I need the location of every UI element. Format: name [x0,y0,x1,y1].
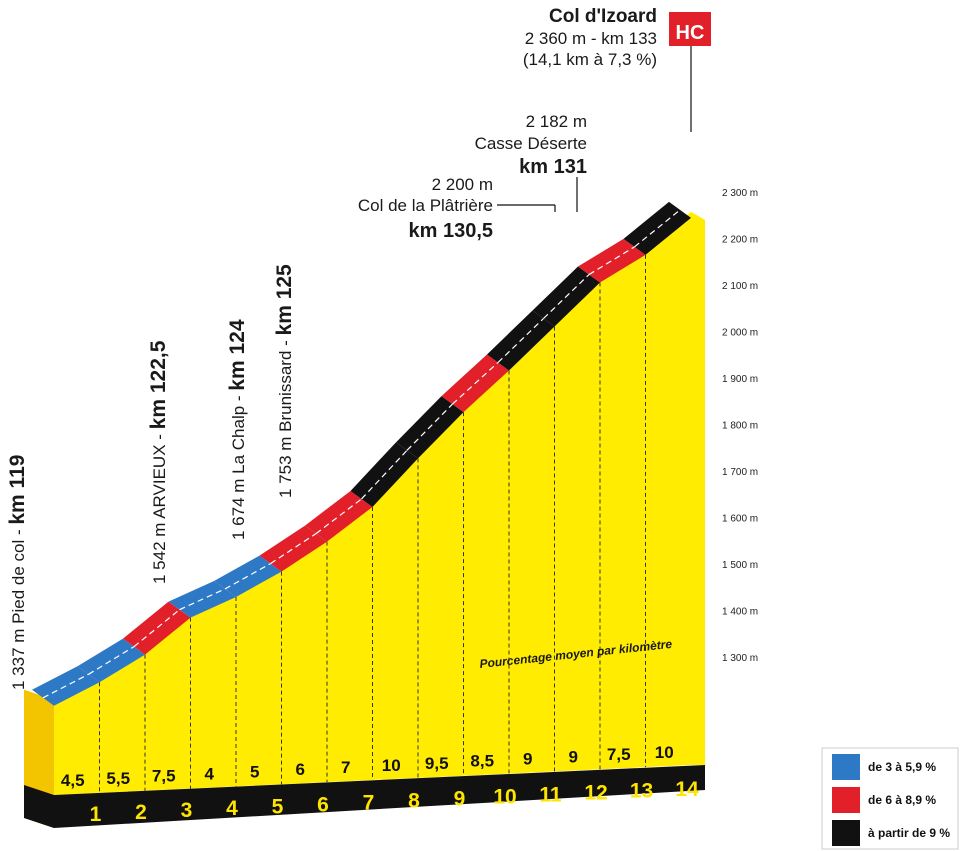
gradient-label: 7 [341,758,350,777]
y-tick-label: 1 500 m [722,560,758,571]
km-tick-label: 11 [539,784,562,807]
gradient-label: 5 [250,762,259,781]
casse-deserte-name: Casse Déserte [475,134,587,153]
km-tick-label: 5 [272,795,284,818]
gradient-segment [259,525,327,572]
gradient-label: 9,5 [425,754,449,773]
road-centerline [270,533,317,565]
gradient-segment [305,490,373,542]
casse-deserte-elevation: 2 182 m [526,112,587,131]
y-tick-label: 1 400 m [722,607,758,618]
gradient-label: 10 [655,743,674,762]
gradient-label: 10 [382,756,401,775]
legend-label-red: de 6 à 8,9 % [868,793,936,807]
y-tick-label: 1 300 m [722,653,758,664]
legend-label-blue: de 3 à 5,9 % [868,760,936,774]
legend-swatch-red [832,787,860,813]
summit-elevation: 2 360 m - km 133 [525,29,657,48]
platriere-elevation: 2 200 m [432,175,493,194]
summit-name: Col d'Izoard [549,6,657,27]
road-centerline [406,403,453,451]
km-labels: 1 2 3 4 5 6 7 8 9 10 11 12 13 14 [90,778,699,826]
road-centerline [42,673,89,699]
gradient-label: 4,5 [61,771,85,790]
gradient-segment [77,638,145,683]
gradient-label: 7,5 [152,767,176,786]
gradient-labels: 4,5 5,5 7,5 4 5 6 7 10 9,5 8,5 9 9 7,5 10 [61,743,674,790]
km-tick-label: 4 [226,797,238,820]
km-tick-label: 3 [181,799,193,822]
hc-flag [669,12,711,46]
y-tick-label: 1 700 m [722,467,758,478]
road-centerline [224,563,271,590]
km-tick-label: 1 [90,803,102,826]
gradient-label: 9 [523,750,532,769]
vlabel-arvieux: 1 542 m ARVIEUX - km 122,5 [147,340,170,584]
road-centerline [543,274,590,319]
km-tick-label: 9 [454,788,466,811]
y-tick-label: 2 300 m [722,188,758,199]
y-axis: 1 300 m 1 400 m 1 500 m 1 600 m 1 700 m 1 800… [722,188,758,664]
km-tick-label: 14 [675,778,699,801]
vlabel-la-chalp: 1 674 m La Chalp - km 124 [226,319,249,540]
km-tick-label: 8 [408,789,420,812]
km-tick-label: 13 [630,780,653,803]
km-tick-label: 7 [363,791,375,814]
gradient-label: 8,5 [470,752,494,771]
y-tick-label: 1 900 m [722,374,758,385]
gradient-label: 5,5 [106,769,130,788]
y-tick-label: 2 000 m [722,328,758,339]
gradient-label: 4 [205,765,215,784]
summit-stats: (14,1 km à 7,3 %) [523,50,657,69]
gradient-label: 6 [296,760,305,779]
road-centerline [588,246,635,276]
vlabel-brunissard: 1 753 m Brunissard - km 125 [273,264,296,498]
y-tick-label: 2 200 m [722,235,758,246]
km-tick-label: 6 [317,793,329,816]
hc-flag-label: HC [676,22,705,44]
gradient-segment [578,238,646,283]
gradient-ribbon [32,201,691,706]
gradient-label: 9 [569,747,578,766]
legend: de 3 à 5,9 % de 6 à 8,9 % à partir de 9 … [821,747,959,850]
profile-right-face [691,211,705,765]
gradient-label: 7,5 [607,745,631,764]
road-centerline [452,362,499,405]
legend-swatch-black [832,820,860,846]
km-tick-label: 2 [135,801,147,824]
platriere-name: Col de la Plâtrière [358,196,493,215]
casse-deserte-km: km 131 [519,156,587,178]
y-tick-label: 1 600 m [722,514,758,525]
km-tick-label: 10 [493,786,516,809]
vlabel-pied-de-col: 1 337 m Pied de col - km 119 [6,455,29,690]
road-centerline [361,449,408,500]
y-tick-label: 1 800 m [722,421,758,432]
gradient-segment [214,555,282,597]
platriere-km: km 130,5 [408,220,493,242]
road-centerline [179,588,226,611]
road-centerline [497,318,544,363]
legend-swatch-blue [832,754,860,780]
km-droplines [99,254,646,793]
km-base-band [24,765,705,828]
km-tick-label: 12 [584,782,607,805]
legend-label-black: à partir de 9 % [868,826,950,840]
road-centerline [88,646,135,675]
y-tick-label: 2 100 m [722,281,758,292]
